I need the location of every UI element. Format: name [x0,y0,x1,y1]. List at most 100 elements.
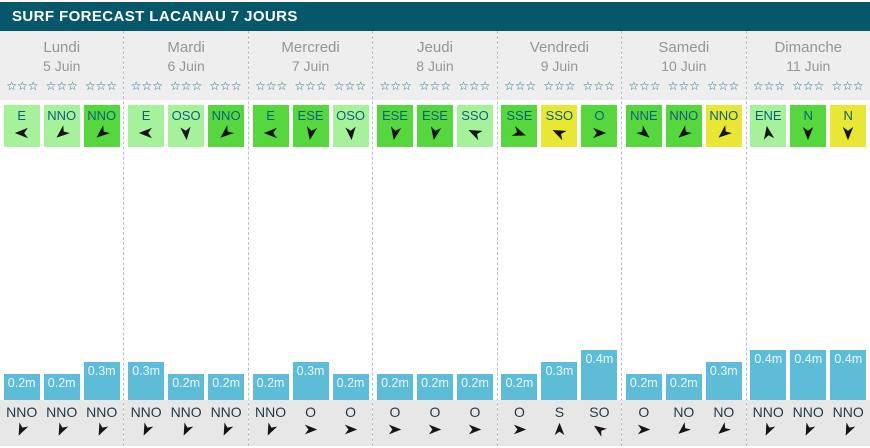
wave-height-label: 0.2m [7,376,36,390]
page-title: SURF FORECAST LACANAU 7 JOURS [12,8,298,25]
swell-direction-strip: O S SO [497,400,622,446]
wind-cell: NNE [625,105,662,147]
swell-slot: NNO [168,404,204,446]
swell-direction-label: NO [673,404,695,420]
wind-row: NNE NNO NNO [625,105,742,147]
star-icon: ☆ [17,79,28,93]
star-icon: ☆ [27,79,39,93]
star-rating-group: ☆☆☆ [170,79,202,93]
swell-direction-arrow-icon [344,424,358,435]
wind-direction-arrow-icon [56,125,70,138]
wave-height-bar: 0.4m [830,350,867,400]
star-icon: ☆ [379,79,391,93]
star-icon: ☆ [514,79,526,93]
star-rating-group: ☆☆☆ [334,79,366,93]
wave-height-bar: 0.2m [416,374,453,400]
day-forecast-body: NNE NNO NNO 0.2m 0.2m 0.3m [622,100,746,400]
swell-direction-arrow-icon [638,424,651,435]
swell-slot: O [626,404,662,446]
wave-height-label: 0.2m [172,376,201,390]
swell-direction-arrow-icon [718,422,732,434]
swell-slot: O [457,404,493,446]
swell-slot: O [333,404,369,446]
day-header: Mardi 6 Juin ☆☆☆ ☆☆☆ ☆☆☆ [124,31,248,100]
star-icon: ☆ [582,79,594,93]
star-icon: ☆ [141,79,153,93]
star-icon: ☆ [593,79,605,93]
star-icon: ☆ [344,79,356,93]
wind-cell: NNO [43,105,80,147]
wave-height-bar: 0.2m [501,374,538,400]
swell-slot: O [293,404,329,446]
wind-direction-arrow-icon [635,125,650,138]
wind-direction-arrow-icon [843,127,854,141]
star-icon: ☆ [106,79,118,93]
star-icon: ☆ [333,79,345,93]
swell-direction-arrow-icon [143,422,153,436]
wave-bars-row: 0.2m 0.2m 0.3m [625,362,742,400]
wind-direction-label: OSO [171,108,201,123]
swell-direction-strip: NNO NNO NNO [124,400,248,446]
swell-slot: NO [666,404,702,446]
star-icon: ☆ [305,79,316,93]
day-column: Mercredi 7 Juin ☆☆☆ ☆☆☆ ☆☆☆ E ESE OSO 0.2m 0.… [248,31,374,446]
wind-cell: E [128,105,165,147]
star-rating-group: ☆☆☆ [209,79,241,93]
wind-cell: NNO [83,105,120,147]
wave-height-label: 0.2m [381,376,409,390]
star-rating: ☆☆☆ ☆☆☆ ☆☆☆ [747,79,870,93]
swell-slot: NNO [4,404,40,446]
wind-direction-label: N [843,108,853,123]
wind-direction-arrow-icon [511,126,527,136]
wave-bars-row: 0.3m 0.2m 0.2m [128,362,245,400]
wind-direction-label: SSE [506,108,533,123]
swell-direction-strip: NNO NNO NNO [0,400,124,446]
star-rating-group: ☆☆☆ [543,79,575,93]
wave-height-label: 0.3m [87,364,116,378]
day-name: Vendredi [529,39,589,56]
wind-direction-label: N [803,108,813,123]
wind-direction-arrow-icon [468,129,483,141]
star-icon: ☆ [667,79,679,93]
wind-direction-arrow-icon [593,127,607,139]
wind-direction-label: E [141,108,151,123]
star-rating-group: ☆☆☆ [46,79,78,93]
star-icon: ☆ [45,79,57,93]
wind-row: ESE ESE SSO [376,105,493,147]
star-rating-group: ☆☆☆ [6,79,38,93]
wind-direction-label: OSO [336,108,365,123]
star-icon: ☆ [191,79,203,93]
swell-direction-label: NNO [170,404,202,420]
title-bar: SURF FORECAST LACANAU 7 JOURS [0,2,870,31]
wind-cell: ESE [376,105,413,147]
wave-height-label: 0.3m [296,364,325,378]
star-icon: ☆ [525,79,537,93]
swell-direction-label: O [389,404,401,420]
star-rating-group: ☆☆☆ [255,79,287,93]
star-icon: ☆ [180,79,192,93]
day-column: Mardi 6 Juin ☆☆☆ ☆☆☆ ☆☆☆ E OSO NNO 0.3m 0.2m 0… [124,31,249,446]
star-icon: ☆ [564,79,576,93]
wind-direction-arrow-icon [764,125,775,140]
day-header: Lundi 5 Juin ☆☆☆ ☆☆☆ ☆☆☆ [0,31,124,100]
swell-direction-label: O [305,404,316,420]
swell-slot: O [377,404,413,446]
star-icon: ☆ [639,79,650,93]
star-rating-group: ☆☆☆ [831,79,863,93]
wind-direction-arrow-icon [306,126,317,141]
wind-row: ENE N N [750,105,867,147]
wind-direction-label: SSO [461,108,489,123]
wave-height-label: 0.2m [505,376,534,390]
swell-direction-label: S [554,404,565,420]
star-icon: ☆ [852,79,864,93]
wave-height-bar: 0.2m [332,374,369,400]
star-icon: ☆ [294,79,306,93]
star-icon: ☆ [56,79,68,93]
star-icon: ☆ [554,79,565,93]
star-rating-group: ☆☆☆ [294,79,326,93]
day-header: Vendredi 9 Juin ☆☆☆ ☆☆☆ ☆☆☆ [497,31,622,100]
wave-height-label: 0.4m [834,352,863,366]
swell-direction-strip: NNO NNO NNO [746,400,870,446]
day-date: 9 Juin [540,58,579,74]
